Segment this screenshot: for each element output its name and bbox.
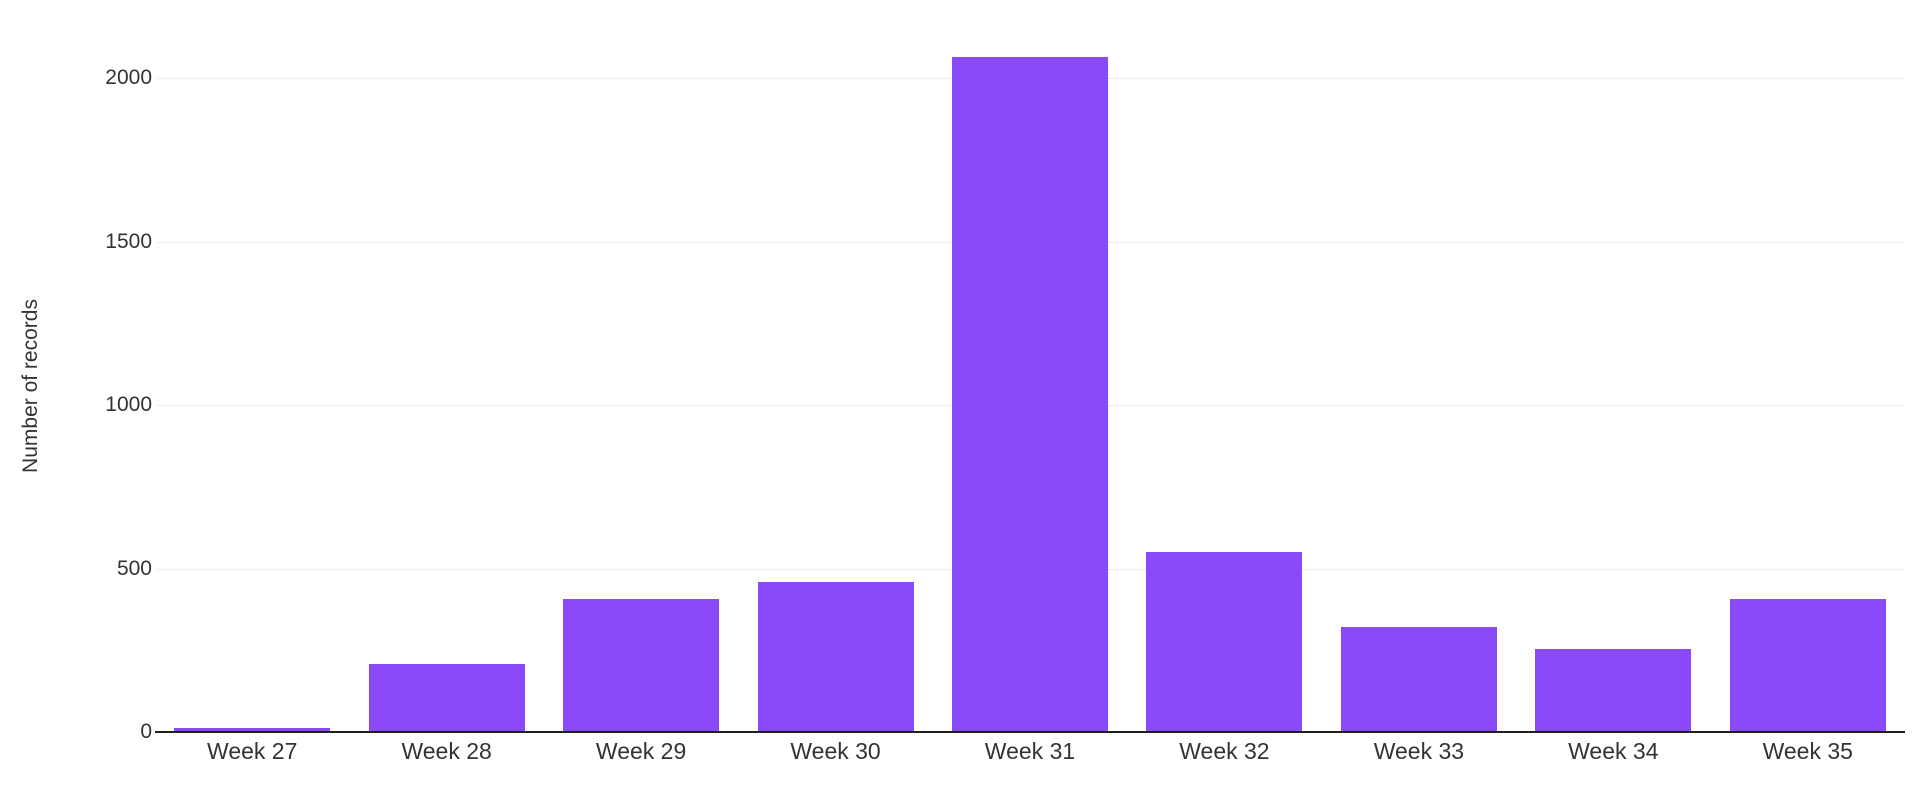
y-tick-label-2000: 2000 xyxy=(105,66,152,89)
bar-week-29[interactable] xyxy=(563,598,720,732)
y-tick-label-500: 500 xyxy=(116,556,152,580)
y-tick-label-1000: 1000 xyxy=(105,393,152,416)
bar-week-30[interactable] xyxy=(757,581,914,732)
x-tick-label-week-33: Week 33 xyxy=(1373,738,1465,764)
bar-week-27[interactable] xyxy=(174,728,331,732)
x-tick-label-week-27: Week 27 xyxy=(207,738,298,764)
bar-week-34[interactable] xyxy=(1535,648,1692,732)
y-tick-label-0: 0 xyxy=(140,720,152,743)
bar-week-33[interactable] xyxy=(1340,626,1497,732)
x-axis-line xyxy=(155,731,1905,733)
bar-week-35[interactable] xyxy=(1729,599,1886,732)
bar-week-31[interactable] xyxy=(952,57,1108,732)
bar-week-28[interactable] xyxy=(368,663,525,732)
x-tick-label-week-34: Week 34 xyxy=(1568,738,1659,764)
x-tick-label-week-29: Week 29 xyxy=(595,738,687,764)
bar-week-32[interactable] xyxy=(1146,552,1303,732)
x-tick-label-week-31: Week 31 xyxy=(984,738,1076,764)
x-tick-label-week-30: Week 30 xyxy=(790,738,881,764)
x-tick-label-week-28: Week 28 xyxy=(401,738,492,764)
y-tick-label-1500: 1500 xyxy=(105,229,152,253)
y-axis-title: Number of records xyxy=(19,299,42,473)
x-tick-label-week-35: Week 35 xyxy=(1762,738,1853,764)
x-tick-label-week-32: Week 32 xyxy=(1179,738,1270,764)
